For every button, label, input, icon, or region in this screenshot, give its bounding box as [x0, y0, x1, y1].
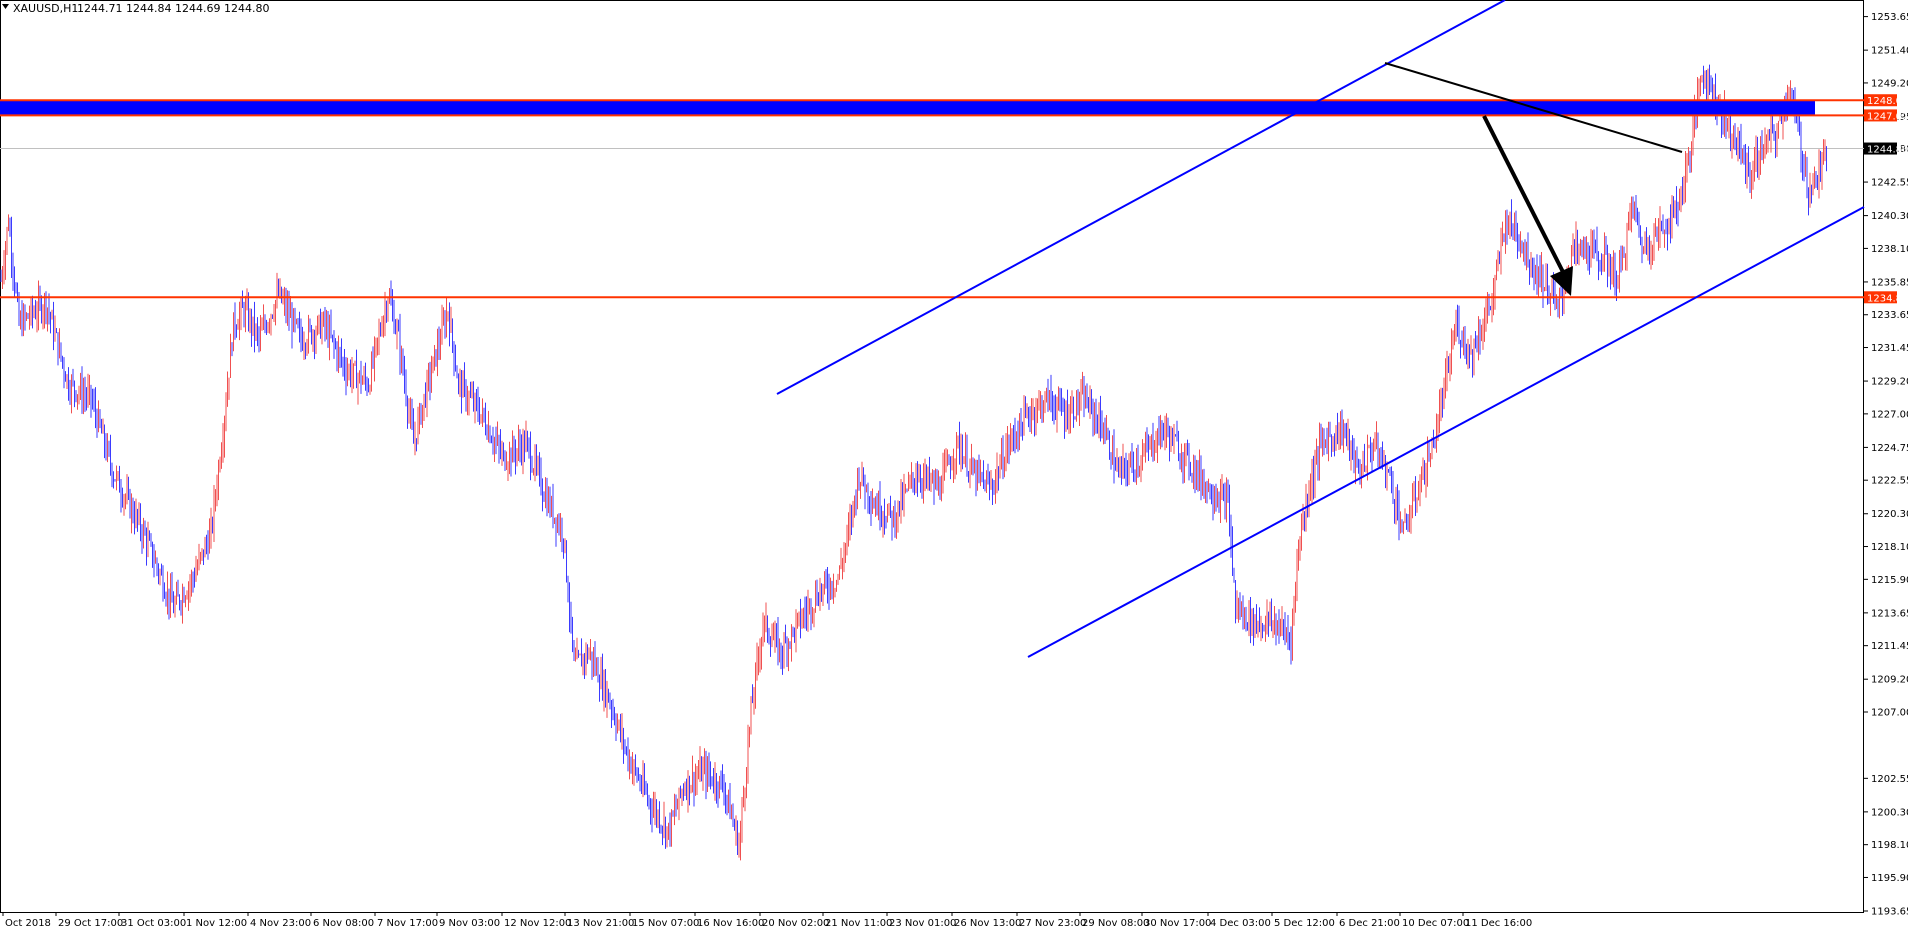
- x-tick-label: 29 Nov 08:00: [1082, 918, 1149, 929]
- y-tick-label: 1249.20: [1871, 78, 1908, 89]
- y-tick-label: 1195.90: [1871, 873, 1908, 884]
- zone-top-price: 1248.04: [1867, 96, 1908, 107]
- x-tick-label: 30 Nov 17:00: [1144, 918, 1211, 929]
- channel-upper-line: [776, 0, 1506, 395]
- y-axis: 1253.651251.401249.201246.951244.801242.…: [1864, 12, 1908, 918]
- x-tick-label: 11 Dec 16:00: [1465, 918, 1532, 929]
- x-tick-label: 13 Nov 21:00: [567, 918, 634, 929]
- y-tick-label: 1215.90: [1871, 575, 1908, 586]
- y-tick-label: 1253.65: [1871, 12, 1908, 23]
- x-tick-label: 27 Nov 23:00: [1019, 918, 1086, 929]
- y-tick-label: 1193.65: [1871, 907, 1908, 918]
- y-tick-label: 1233.65: [1871, 310, 1908, 321]
- symbol-label: XAUUSD,H1: [13, 2, 78, 15]
- y-tick-label: 1200.30: [1871, 807, 1908, 818]
- x-tick-label: 5 Dec 12:00: [1274, 918, 1335, 929]
- x-tick-label: Oct 2018: [5, 918, 51, 929]
- y-tick-label: 1224.75: [1871, 443, 1908, 454]
- resistance-zone: [0, 100, 1815, 116]
- x-tick-label: 31 Oct 03:00: [121, 918, 186, 929]
- y-tick-label: 1251.40: [1871, 46, 1908, 57]
- projection-arrow-shaft: [1482, 115, 1565, 273]
- x-tick-label: 29 Oct 17:00: [58, 918, 123, 929]
- x-tick-label: 1 Nov 12:00: [186, 918, 247, 929]
- channel-lower-line: [1027, 206, 1865, 658]
- y-tick-label: 1222.55: [1871, 476, 1908, 487]
- y-tick-label: 1220.30: [1871, 509, 1908, 520]
- x-tick-label: 6 Dec 21:00: [1339, 918, 1400, 929]
- current-price: 1244.80: [1867, 145, 1908, 156]
- y-tick-label: 1240.30: [1871, 211, 1908, 222]
- x-tick-label: 21 Nov 11:00: [825, 918, 892, 929]
- x-tick-label: 23 Nov 01:00: [889, 918, 956, 929]
- zone-top-price-box: [1864, 94, 1897, 107]
- plot-frame: [0, 0, 1864, 913]
- y-tick-label: 1235.85: [1871, 277, 1908, 288]
- x-tick-label: 16 Nov 16:00: [697, 918, 764, 929]
- x-tick-label: 6 Nov 08:00: [313, 918, 374, 929]
- y-tick-label: 1207.00: [1871, 707, 1908, 718]
- dropdown-triangle-icon: [2, 4, 9, 9]
- y-tick-label: 1231.45: [1871, 343, 1908, 354]
- x-tick-label: 20 Nov 02:00: [762, 918, 829, 929]
- y-tick-label: 1211.45: [1871, 641, 1908, 652]
- current-price-box: [1864, 142, 1897, 155]
- y-tick-label: 1218.10: [1871, 542, 1908, 553]
- x-tick-label: 7 Nov 17:00: [377, 918, 438, 929]
- y-tick-label: 1213.65: [1871, 608, 1908, 619]
- y-tick-label: 1227.00: [1871, 409, 1908, 420]
- chart-header: XAUUSD,H1 1244.71 1244.84 1244.69 1244.8…: [2, 2, 269, 15]
- descending-trendline: [1384, 62, 1683, 153]
- y-tick-label: 1202.55: [1871, 774, 1908, 785]
- x-tick-label: 9 Nov 03:00: [439, 918, 500, 929]
- y-tick-label: 1198.10: [1871, 840, 1908, 851]
- price-bars: [0, 64, 1827, 861]
- axis-price-labels: 1248.04 1247.02 1244.80 1234.82: [1864, 94, 1908, 304]
- x-tick-label: 12 Nov 12:00: [504, 918, 571, 929]
- y-tick-label: 1242.55: [1871, 178, 1908, 189]
- support-price-box: [1864, 291, 1897, 304]
- ohlc-values: 1244.71 1244.84 1244.69 1244.80: [77, 2, 269, 15]
- support-price: 1234.82: [1867, 293, 1908, 304]
- y-tick-label: 1209.20: [1871, 675, 1908, 686]
- x-tick-label: 15 Nov 07:00: [632, 918, 699, 929]
- y-tick-label: 1229.20: [1871, 377, 1908, 388]
- x-tick-label: 10 Dec 07:00: [1402, 918, 1469, 929]
- zone-bottom-price-box: [1864, 109, 1897, 122]
- x-tick-label: 4 Dec 03:00: [1210, 918, 1271, 929]
- projection-arrow-head: [1550, 266, 1573, 296]
- x-tick-label: 26 Nov 13:00: [954, 918, 1021, 929]
- y-tick-label: 1238.10: [1871, 244, 1908, 255]
- x-tick-label: 4 Nov 23:00: [250, 918, 311, 929]
- zone-bottom-price: 1247.02: [1867, 111, 1908, 122]
